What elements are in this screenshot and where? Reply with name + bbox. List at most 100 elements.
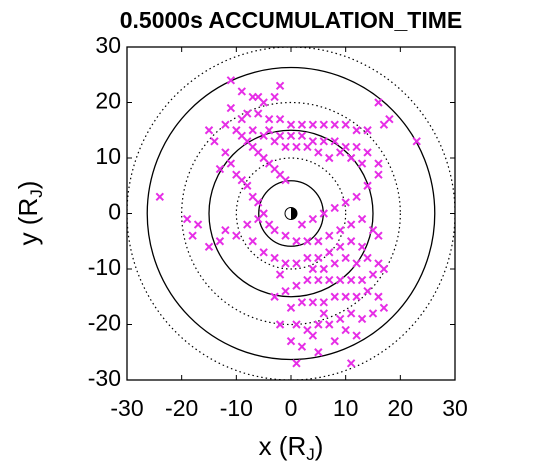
point-stroke bbox=[232, 170, 241, 179]
point-stroke bbox=[314, 320, 323, 329]
reference-circle bbox=[208, 129, 374, 298]
y-tick-label: 30 bbox=[95, 32, 121, 58]
point bbox=[341, 253, 350, 263]
point bbox=[182, 214, 192, 224]
point bbox=[248, 237, 257, 246]
point bbox=[303, 237, 312, 246]
point bbox=[270, 225, 279, 235]
point-stroke bbox=[215, 164, 225, 174]
point-stroke bbox=[341, 198, 350, 207]
point-stroke bbox=[308, 331, 318, 340]
point bbox=[281, 231, 290, 240]
point-stroke bbox=[303, 253, 312, 263]
point-stroke bbox=[308, 264, 318, 274]
point-stroke bbox=[374, 292, 383, 301]
point bbox=[215, 164, 225, 174]
point-stroke bbox=[346, 153, 356, 163]
point-stroke bbox=[335, 314, 345, 324]
point-stroke bbox=[368, 309, 378, 318]
point bbox=[259, 131, 268, 141]
point bbox=[379, 264, 389, 274]
point bbox=[297, 120, 307, 129]
point bbox=[243, 181, 252, 190]
point-stroke bbox=[325, 275, 334, 285]
point bbox=[292, 320, 301, 329]
point bbox=[363, 253, 372, 263]
point-stroke bbox=[237, 87, 247, 96]
point-stroke bbox=[335, 148, 345, 157]
point-stroke bbox=[264, 114, 274, 124]
point bbox=[330, 336, 339, 346]
point-stroke bbox=[221, 120, 230, 129]
point-stroke bbox=[346, 359, 356, 368]
point bbox=[188, 231, 197, 240]
point-stroke bbox=[325, 231, 334, 240]
point bbox=[330, 137, 339, 146]
point bbox=[335, 225, 345, 235]
point bbox=[346, 153, 356, 163]
point bbox=[270, 137, 279, 146]
point-stroke bbox=[346, 309, 356, 318]
point-stroke bbox=[303, 142, 312, 152]
point-stroke bbox=[325, 320, 334, 329]
point bbox=[314, 320, 323, 329]
point bbox=[297, 220, 307, 229]
point-stroke bbox=[379, 264, 389, 274]
point bbox=[352, 259, 361, 268]
point-stroke bbox=[226, 103, 236, 113]
point-stroke bbox=[259, 153, 268, 163]
point-stroke bbox=[319, 309, 329, 318]
point-stroke bbox=[259, 98, 268, 107]
reference-circle bbox=[235, 157, 347, 270]
point bbox=[335, 148, 345, 157]
point-stroke bbox=[319, 264, 329, 274]
point-stroke bbox=[281, 286, 290, 296]
point-stroke bbox=[308, 298, 318, 307]
point-stroke bbox=[319, 209, 329, 218]
point bbox=[330, 259, 339, 268]
point bbox=[308, 120, 318, 129]
point-stroke bbox=[341, 120, 350, 129]
point-stroke bbox=[352, 331, 361, 340]
point bbox=[264, 114, 274, 124]
point-stroke bbox=[182, 214, 192, 224]
point bbox=[314, 253, 323, 263]
point-stroke bbox=[270, 225, 279, 235]
point-stroke bbox=[275, 114, 285, 124]
point-stroke bbox=[330, 120, 339, 129]
point bbox=[303, 275, 312, 285]
point bbox=[341, 325, 350, 335]
point bbox=[319, 137, 329, 146]
point-stroke bbox=[243, 220, 252, 229]
point-stroke bbox=[325, 248, 334, 257]
point-stroke bbox=[319, 298, 329, 307]
point-stroke bbox=[335, 225, 345, 235]
point bbox=[155, 192, 165, 202]
point bbox=[314, 275, 323, 285]
point-stroke bbox=[357, 275, 367, 285]
point bbox=[352, 126, 361, 135]
point-stroke bbox=[341, 325, 350, 335]
point bbox=[325, 275, 334, 285]
point-stroke bbox=[297, 120, 307, 129]
point bbox=[226, 159, 236, 168]
point bbox=[330, 292, 339, 301]
point-stroke bbox=[352, 126, 361, 135]
point bbox=[193, 220, 203, 229]
point-stroke bbox=[286, 131, 296, 141]
point bbox=[357, 159, 367, 168]
point-stroke bbox=[374, 159, 383, 168]
point bbox=[292, 359, 301, 368]
point bbox=[204, 126, 214, 135]
point-stroke bbox=[275, 270, 285, 279]
point-stroke bbox=[253, 109, 263, 118]
point bbox=[281, 259, 290, 268]
point-stroke bbox=[368, 270, 378, 279]
point-stroke bbox=[292, 142, 301, 152]
point bbox=[374, 98, 383, 107]
point-stroke bbox=[319, 137, 329, 146]
point-stroke bbox=[253, 198, 263, 207]
point-stroke bbox=[352, 292, 361, 301]
point bbox=[286, 131, 296, 141]
point-stroke bbox=[352, 259, 361, 268]
